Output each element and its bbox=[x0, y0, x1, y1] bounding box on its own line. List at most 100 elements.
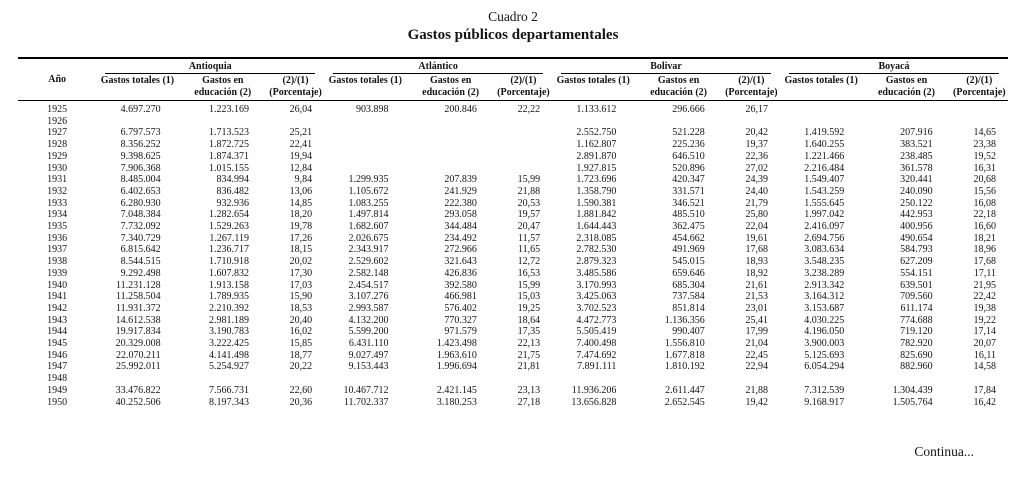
value-cell: 3.702.523 bbox=[576, 302, 617, 314]
group-header-atlantico: Atlántico bbox=[324, 58, 552, 74]
value-cell bbox=[324, 127, 406, 139]
value-cell: 1.267.119 bbox=[209, 232, 249, 244]
value-cell: 1.419.592 bbox=[804, 127, 845, 139]
value-cell: 825.690 bbox=[900, 349, 933, 361]
value-cell: 361.578 bbox=[900, 162, 933, 174]
subheader-boyaca-porcentaje: (2)/(1) (Porcentaje) bbox=[950, 74, 1008, 101]
value-cell: 490.654 bbox=[900, 232, 933, 244]
value-cell: 18,93 bbox=[745, 256, 768, 268]
value-cell: 7.566.731 bbox=[208, 384, 249, 396]
table-row-1942: 1942 11.931.372 2.210.392 18,53 2.993.587 576… bbox=[18, 303, 1008, 315]
value-cell: 420.347 bbox=[672, 174, 705, 186]
value-cell: 5.254.927 bbox=[208, 361, 249, 373]
subheader-boyaca-gastos-totales: Gastos totales (1) bbox=[779, 74, 863, 101]
value-cell: 485.510 bbox=[672, 209, 705, 221]
value-cell: 21,04 bbox=[745, 338, 768, 350]
value-cell: 1.162.807 bbox=[576, 139, 617, 151]
value-cell: 882.960 bbox=[900, 361, 933, 373]
value-cell: 1.223.169 bbox=[208, 104, 249, 115]
value-cell: 27,18 bbox=[517, 396, 541, 408]
value-cell: 659.646 bbox=[672, 267, 705, 279]
value-cell: 15,56 bbox=[973, 185, 997, 197]
subheader-bolivar-gastos-totales: Gastos totales (1) bbox=[552, 74, 635, 101]
value-cell: 21,95 bbox=[973, 279, 997, 291]
value-cell: 15,99 bbox=[517, 174, 541, 186]
value-cell: 22,41 bbox=[289, 139, 313, 151]
group-header-bolivar: Bolivar bbox=[552, 58, 780, 74]
subheader-antioquia-gastos-totales: Gastos totales (1) bbox=[96, 74, 179, 101]
value-cell: 6.797.573 bbox=[120, 127, 161, 139]
value-cell: 1.423.498 bbox=[436, 338, 477, 350]
value-cell: 25,80 bbox=[745, 209, 768, 221]
year-cell: 1933 bbox=[47, 197, 68, 209]
value-cell: 2.318.085 bbox=[576, 232, 617, 244]
value-cell: 24,40 bbox=[745, 185, 768, 197]
value-cell: 2.026.675 bbox=[348, 232, 389, 244]
value-cell: 8.485.004 bbox=[120, 174, 161, 186]
value-cell bbox=[96, 116, 178, 128]
table-row-1928: 1928 8.356.252 1.872.725 22,41 1.162.807 225… bbox=[18, 139, 1008, 151]
value-cell: 19,57 bbox=[517, 209, 541, 221]
value-cell: 1.497.814 bbox=[348, 209, 389, 221]
value-cell: 8.544.515 bbox=[120, 256, 161, 268]
value-cell: 16,60 bbox=[973, 221, 997, 233]
value-cell: 2.879.323 bbox=[576, 256, 617, 268]
subheader-row: Gastos totales (1) Gastos en educación (2… bbox=[18, 74, 1008, 101]
value-cell: 9.398.625 bbox=[120, 150, 161, 162]
value-cell: 20,42 bbox=[745, 127, 768, 139]
value-cell: 1.136.356 bbox=[664, 314, 705, 326]
value-cell bbox=[406, 139, 494, 151]
value-cell: 1.607.832 bbox=[208, 267, 249, 279]
value-cell: 16,02 bbox=[289, 326, 313, 338]
value-cell: 2.529.602 bbox=[348, 256, 389, 268]
value-cell: 17,68 bbox=[973, 256, 997, 268]
value-cell bbox=[723, 373, 780, 385]
value-cell: 272.966 bbox=[444, 244, 477, 256]
value-cell: 21,75 bbox=[517, 349, 541, 361]
subheader-atlantico-gastos-totales: Gastos totales (1) bbox=[324, 74, 407, 101]
value-cell: 25,21 bbox=[289, 127, 313, 139]
value-cell: 1.874.371 bbox=[208, 150, 249, 162]
year-cell: 1941 bbox=[47, 291, 68, 303]
table-row-1933: 1933 6.280.930 932.936 14,85 1.083.255 222.38… bbox=[18, 198, 1008, 210]
value-cell: 20,02 bbox=[289, 256, 313, 268]
table-row-1944: 1944 19.917.834 3.190.783 16,02 5.599.200 971… bbox=[18, 326, 1008, 338]
value-cell: 3.900.003 bbox=[804, 338, 845, 350]
value-cell: 22,04 bbox=[745, 221, 768, 233]
value-cell bbox=[96, 373, 178, 385]
value-cell: 23,13 bbox=[517, 384, 541, 396]
year-cell: 1925 bbox=[47, 104, 68, 115]
value-cell: 18,92 bbox=[745, 267, 768, 279]
value-cell: 22,60 bbox=[289, 384, 313, 396]
group-header-antioquia: Antioquia bbox=[96, 58, 324, 74]
value-cell: 17,30 bbox=[289, 267, 313, 279]
value-cell bbox=[267, 373, 324, 385]
year-cell: 1947 bbox=[47, 361, 68, 373]
value-cell bbox=[951, 373, 1008, 385]
value-cell: 17,35 bbox=[517, 326, 541, 338]
value-cell: 584.793 bbox=[900, 244, 933, 256]
value-cell: 1.810.192 bbox=[664, 361, 705, 373]
value-cell: 22.070.211 bbox=[115, 349, 161, 361]
value-cell bbox=[495, 151, 552, 163]
value-cell: 392.580 bbox=[444, 279, 477, 291]
table-row-1936: 1936 7.340.729 1.267.119 17,26 2.026.675 234.… bbox=[18, 233, 1008, 245]
continuation-note: Continua... bbox=[914, 444, 974, 459]
group-header-row: Año Antioquia Atlántico Bolivar Boyacá bbox=[18, 58, 1008, 101]
value-cell: 2.891.870 bbox=[576, 150, 617, 162]
value-cell: 19.917.834 bbox=[115, 326, 161, 338]
value-cell: 4.697.270 bbox=[120, 104, 161, 115]
value-cell: 1.549.407 bbox=[804, 174, 845, 186]
table-row-1930: 1930 7.906.368 1.015.155 12,84 1.927.815 520… bbox=[18, 163, 1008, 175]
table-row-1950: 1950 40.252.506 8.197.343 20,36 11.702.337 3.… bbox=[18, 397, 1008, 409]
value-cell: 7.891.111 bbox=[577, 361, 617, 373]
value-cell: 2.416.097 bbox=[804, 221, 845, 233]
group-header-boyaca: Boyacá bbox=[780, 58, 1008, 74]
value-cell: 1.723.696 bbox=[576, 174, 617, 186]
value-cell: 25,41 bbox=[745, 314, 768, 326]
year-cell: 1936 bbox=[47, 232, 68, 244]
value-cell: 1.015.155 bbox=[208, 162, 249, 174]
value-cell: 22,42 bbox=[973, 291, 997, 303]
value-cell: 5.505.419 bbox=[576, 326, 617, 338]
